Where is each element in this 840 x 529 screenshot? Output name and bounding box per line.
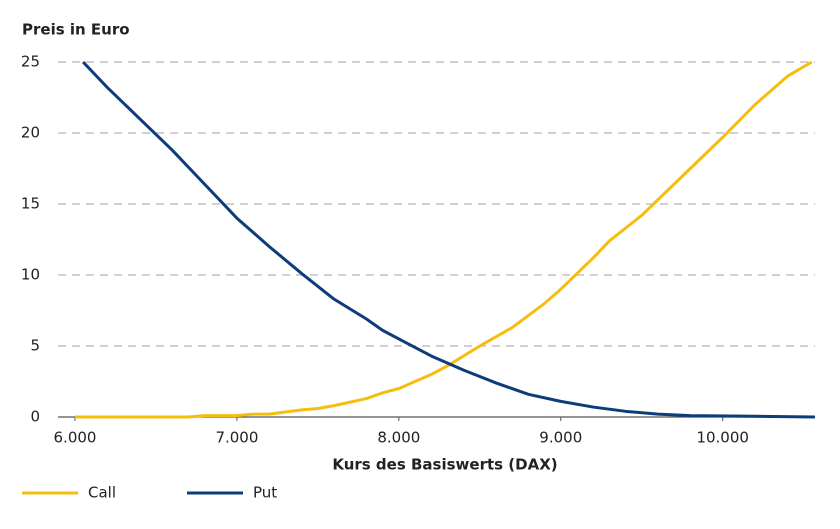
x-tick-label: 6.000 [54,429,97,447]
x-tick-label: 10.000 [696,429,749,447]
x-tick-label: 7.000 [215,429,258,447]
y-tick-label: 25 [21,53,40,71]
y-tick-label: 0 [30,408,40,426]
y-axis-title: Preis in Euro [22,21,130,39]
series-line [75,60,813,419]
x-axis-title: Kurs des Basiswerts (DAX) [332,456,557,474]
legend-label: Call [88,484,116,502]
y-tick-label: 10 [21,266,40,284]
x-tick-label: 9.000 [539,429,582,447]
series-line [82,60,816,419]
legend-label: Put [253,484,277,502]
y-tick-label: 5 [30,337,40,355]
y-tick-label: 15 [21,195,40,213]
y-tick-label: 20 [21,124,40,142]
x-tick-label: 8.000 [377,429,420,447]
